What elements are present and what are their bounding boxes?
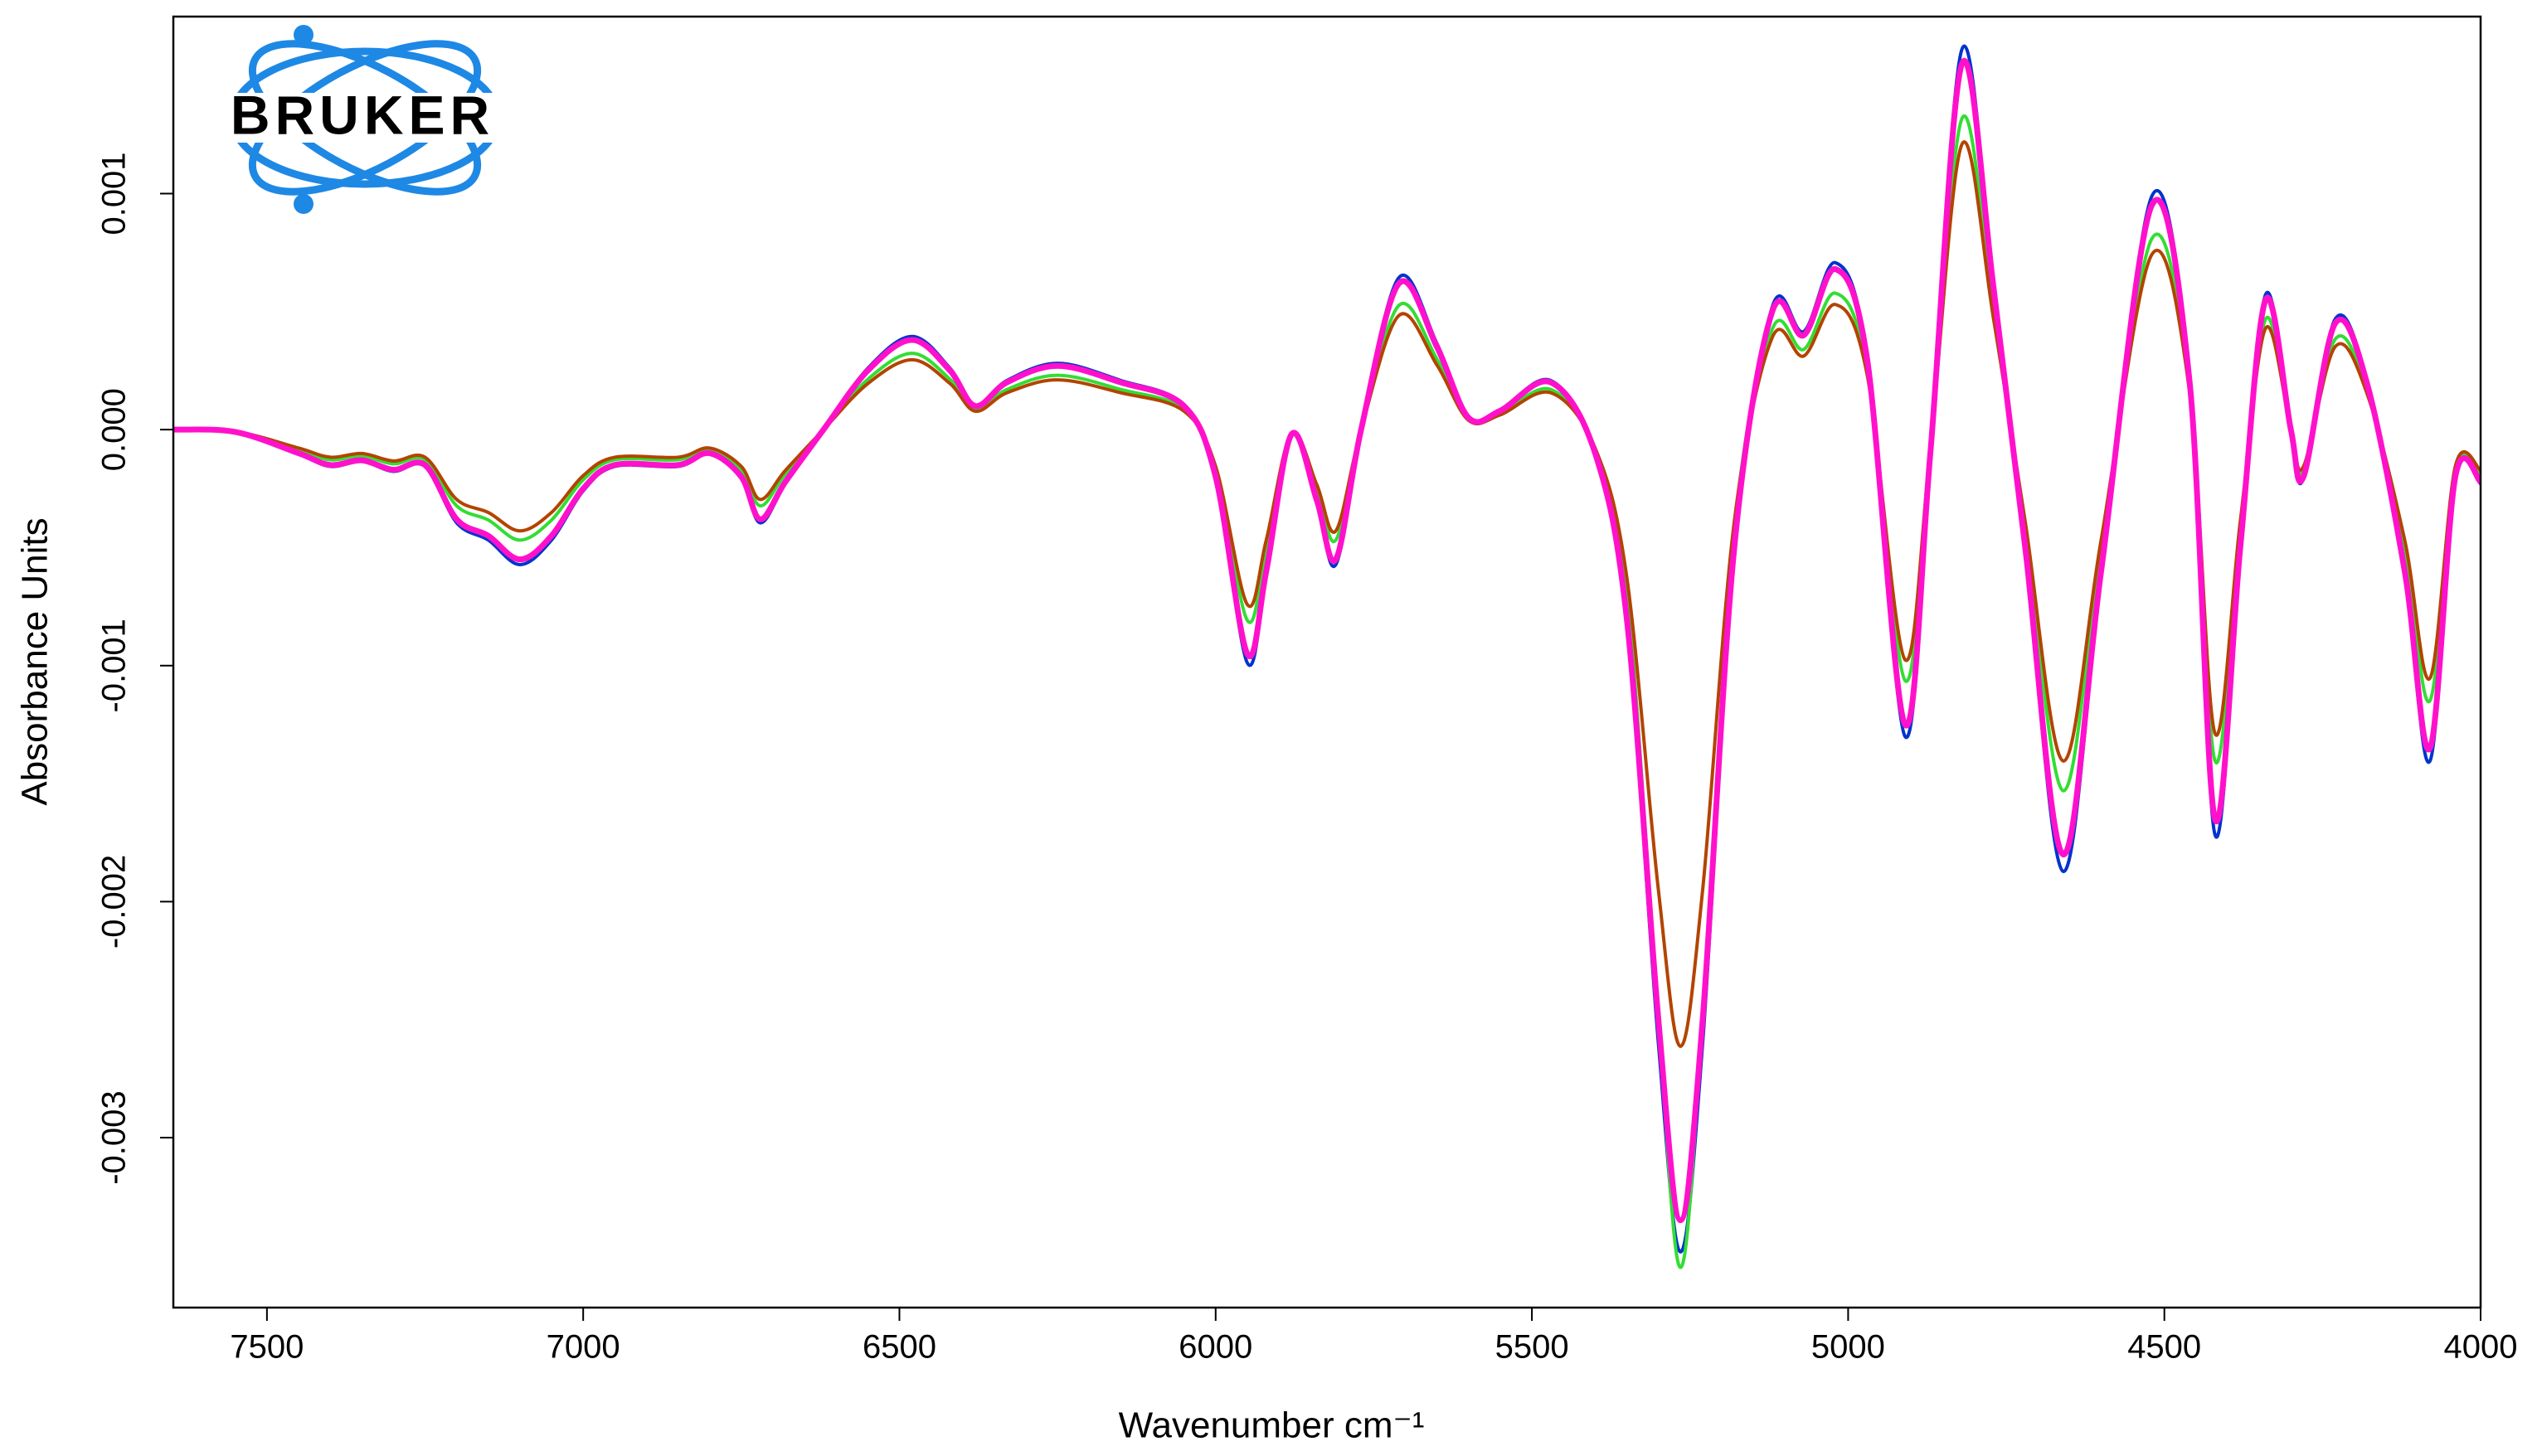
logo-text: BRUKER: [231, 84, 494, 145]
x-tick-label: 4000: [2444, 1329, 2518, 1366]
logo-dot: [294, 25, 313, 45]
logo-orbit: [248, 40, 482, 196]
logo-dot: [294, 194, 313, 214]
x-tick-label: 4500: [2127, 1329, 2201, 1366]
y-axis-label: Absorbance Units: [15, 517, 56, 805]
x-tick-label: 5500: [1495, 1329, 1569, 1366]
y-tick-label: 0.001: [96, 152, 133, 235]
x-axis-label: Wavenumber cm⁻¹: [1119, 1405, 1425, 1446]
plot-frame: [172, 15, 2482, 1309]
x-tick-label: 7500: [230, 1329, 304, 1366]
x-tick-label: 5000: [1811, 1329, 1885, 1366]
x-tick-label: 7000: [547, 1329, 620, 1366]
spectrum-line: [173, 58, 2481, 1224]
logo: BRUKER: [176, 25, 549, 214]
logo-orbit: [248, 40, 482, 196]
y-tick-label: -0.003: [96, 1090, 133, 1184]
spectrum-line: [173, 44, 2481, 1254]
x-tick-label: 6000: [1179, 1329, 1252, 1366]
spectrum-line: [173, 140, 2481, 1048]
y-tick-label: -0.001: [96, 619, 133, 712]
y-tick-label: 0.000: [96, 388, 133, 471]
logo-band: [176, 93, 549, 143]
x-tick-label: 6500: [863, 1329, 936, 1366]
y-tick-label: -0.002: [96, 855, 133, 949]
